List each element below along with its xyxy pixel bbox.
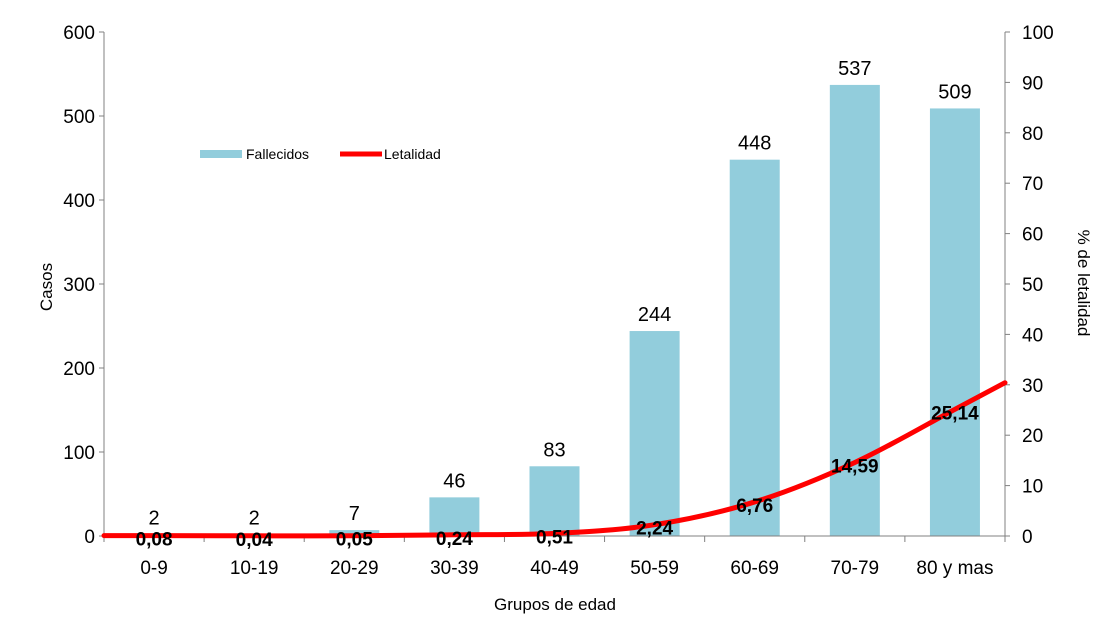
bar-30-39 bbox=[429, 497, 480, 536]
bar-value-label: 7 bbox=[349, 503, 360, 525]
bar-value-label: 2 bbox=[249, 507, 260, 529]
bars-layer bbox=[129, 84, 980, 537]
line-value-label: 0,08 bbox=[136, 530, 173, 551]
y-tick-label: 200 bbox=[63, 359, 95, 380]
bar-50-59 bbox=[629, 331, 680, 536]
line-layer bbox=[101, 380, 1008, 539]
x-tick-label: 40-49 bbox=[530, 558, 579, 579]
x-tick-label: 60-69 bbox=[730, 558, 779, 579]
y-tick-label: 500 bbox=[63, 107, 95, 128]
x-tick-label: 20-29 bbox=[330, 558, 379, 579]
bar-40-49 bbox=[529, 466, 580, 536]
y-axis-title: Casos bbox=[37, 263, 56, 311]
letalidad-line bbox=[101, 380, 1008, 539]
y2-tick-label: 30 bbox=[1022, 376, 1043, 397]
line-value-label: 2,24 bbox=[636, 519, 673, 540]
bar-80 y mas bbox=[929, 108, 980, 536]
bar-value-label: 83 bbox=[543, 439, 565, 461]
y2-tick-label: 50 bbox=[1022, 275, 1043, 296]
bar-value-label: 46 bbox=[443, 470, 465, 492]
y2-tick-label: 40 bbox=[1022, 325, 1043, 346]
bar-20-29 bbox=[329, 530, 380, 536]
y2-tick-label: 0 bbox=[1022, 527, 1033, 548]
x-tick-label: 30-39 bbox=[430, 558, 479, 579]
y2-tick-label: 90 bbox=[1022, 73, 1043, 94]
y2-axis-title: % de letalidad bbox=[1074, 230, 1093, 337]
y-tick-label: 0 bbox=[84, 527, 95, 548]
y2-tick-label: 20 bbox=[1022, 426, 1043, 447]
line-value-label: 14,59 bbox=[831, 456, 879, 477]
line-value-label: 0,05 bbox=[336, 530, 373, 551]
labels-layer: 2 2 7 46 83 244 448 537 509 0,08 0,04 0,05 0,24 0,51 2… bbox=[136, 58, 980, 551]
line-value-label: 25,14 bbox=[931, 403, 979, 424]
line-value-label: 6,76 bbox=[736, 496, 773, 517]
bar-value-label: 2 bbox=[148, 507, 159, 529]
y2-tick-label: 70 bbox=[1022, 174, 1043, 195]
x-axis-title: Grupos de edad bbox=[494, 595, 616, 614]
x-tick-label: 0-9 bbox=[140, 558, 167, 579]
y2-tick-label: 60 bbox=[1022, 225, 1043, 246]
y-tick-label: 300 bbox=[63, 275, 95, 296]
line-value-label: 0,51 bbox=[536, 527, 573, 548]
y-tick-label: 400 bbox=[63, 191, 95, 212]
legend-label-letalidad: Letalidad bbox=[384, 146, 441, 162]
legend-swatch-fallecidos bbox=[200, 150, 242, 158]
y2-tick-label: 80 bbox=[1022, 124, 1043, 145]
bar-value-label: 244 bbox=[638, 304, 671, 326]
x-tick-label: 50-59 bbox=[630, 558, 679, 579]
y-tick-label: 600 bbox=[63, 23, 95, 44]
y2-tick-label: 100 bbox=[1022, 23, 1054, 44]
legend-label-fallecidos: Fallecidos bbox=[246, 146, 309, 162]
x-tick-label: 70-79 bbox=[831, 558, 880, 579]
bar-value-label: 509 bbox=[938, 81, 971, 103]
y2-tick-label: 10 bbox=[1022, 477, 1043, 498]
bar-value-label: 448 bbox=[738, 133, 771, 155]
line-value-label: 0,04 bbox=[236, 530, 273, 551]
bar-value-label: 537 bbox=[838, 58, 871, 80]
legend: Fallecidos Letalidad bbox=[200, 146, 441, 162]
line-value-label: 0,24 bbox=[436, 529, 473, 550]
x-tick-label: 80 y mas bbox=[916, 558, 993, 579]
x-tick-label: 10-19 bbox=[230, 558, 279, 579]
bar-60-69 bbox=[729, 159, 780, 536]
axes-layer: 0 100 200 300 400 500 600 0 10 20 30 40 50 60 70 80 90 10… bbox=[63, 23, 1053, 579]
y-tick-label: 100 bbox=[63, 443, 95, 464]
